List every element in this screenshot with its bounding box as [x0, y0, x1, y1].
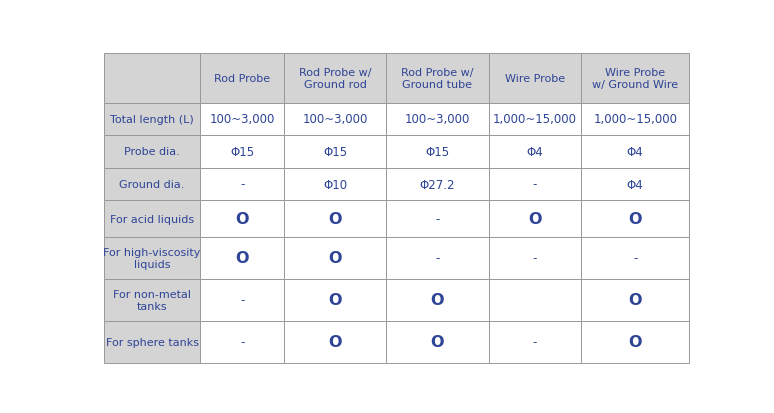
Bar [581, 136, 690, 169]
Text: 100~3,000: 100~3,000 [303, 113, 368, 126]
Text: Rod Probe w/
Ground tube: Rod Probe w/ Ground tube [401, 68, 474, 90]
Text: 1,000~15,000: 1,000~15,000 [493, 113, 577, 126]
Bar [386, 279, 488, 321]
Bar [200, 279, 284, 321]
Bar [581, 237, 690, 279]
Bar [104, 237, 200, 279]
Text: Φ10: Φ10 [324, 178, 348, 191]
Text: 100~3,000: 100~3,000 [405, 113, 470, 126]
Text: Ground dia.: Ground dia. [119, 180, 185, 190]
Bar [284, 279, 386, 321]
Bar [581, 103, 690, 136]
Bar [488, 237, 581, 279]
Bar [284, 169, 386, 201]
Bar [200, 103, 284, 136]
Bar [200, 237, 284, 279]
Text: For high-viscosity
liquids: For high-viscosity liquids [104, 247, 200, 269]
Bar [386, 237, 488, 279]
Bar [488, 169, 581, 201]
Bar [386, 55, 488, 103]
Bar [284, 136, 386, 169]
Bar [581, 201, 690, 237]
Text: -: - [533, 335, 537, 349]
Text: O: O [328, 292, 342, 308]
Text: O: O [235, 211, 249, 227]
Bar [386, 201, 488, 237]
Bar [104, 136, 200, 169]
Bar [284, 321, 386, 363]
Text: For sphere tanks: For sphere tanks [105, 337, 198, 347]
Text: -: - [435, 213, 440, 225]
Text: O: O [235, 251, 249, 266]
Bar [284, 237, 386, 279]
Bar [200, 201, 284, 237]
Bar [104, 103, 200, 136]
Bar [488, 55, 581, 103]
Text: -: - [240, 335, 245, 349]
Text: -: - [533, 252, 537, 265]
Text: -: - [533, 178, 537, 191]
Text: O: O [430, 292, 444, 308]
Bar [200, 169, 284, 201]
Bar [104, 279, 200, 321]
Bar [386, 103, 488, 136]
Bar [104, 201, 200, 237]
Text: Φ15: Φ15 [230, 145, 254, 159]
Text: O: O [628, 335, 642, 349]
Text: Probe dia.: Probe dia. [124, 147, 180, 157]
Text: Φ15: Φ15 [426, 145, 450, 159]
Text: Wire Probe
w/ Ground Wire: Wire Probe w/ Ground Wire [592, 68, 678, 90]
Bar [104, 169, 200, 201]
Text: -: - [435, 252, 440, 265]
Bar [581, 321, 690, 363]
Bar [488, 103, 581, 136]
Text: Φ4: Φ4 [627, 178, 644, 191]
Text: Total length (L): Total length (L) [110, 114, 194, 124]
Text: For non-metal
tanks: For non-metal tanks [113, 290, 191, 311]
Text: O: O [328, 335, 342, 349]
Text: Φ15: Φ15 [324, 145, 348, 159]
Bar [200, 55, 284, 103]
Text: Φ4: Φ4 [627, 145, 644, 159]
Text: O: O [628, 292, 642, 308]
Bar [200, 136, 284, 169]
Text: Wire Probe: Wire Probe [505, 74, 565, 84]
Text: -: - [633, 252, 638, 265]
Text: -: - [240, 294, 245, 306]
Text: Rod Probe w/
Ground rod: Rod Probe w/ Ground rod [299, 68, 372, 90]
Text: Φ4: Φ4 [526, 145, 543, 159]
Bar [104, 55, 200, 103]
Text: Rod Probe: Rod Probe [214, 74, 270, 84]
Bar [284, 201, 386, 237]
Bar [104, 321, 200, 363]
Bar [488, 279, 581, 321]
Text: O: O [628, 211, 642, 227]
Bar [386, 321, 488, 363]
Text: 100~3,000: 100~3,000 [210, 113, 275, 126]
Bar [284, 55, 386, 103]
Bar [581, 169, 690, 201]
Bar [581, 279, 690, 321]
Bar [488, 136, 581, 169]
Text: O: O [328, 211, 342, 227]
Text: For acid liquids: For acid liquids [110, 214, 194, 224]
Text: O: O [430, 335, 444, 349]
Bar [386, 136, 488, 169]
Bar [488, 201, 581, 237]
Bar [284, 103, 386, 136]
Text: O: O [328, 251, 342, 266]
Bar [386, 169, 488, 201]
Text: 1,000~15,000: 1,000~15,000 [593, 113, 677, 126]
Bar [200, 321, 284, 363]
Bar [581, 55, 690, 103]
Text: Φ27.2: Φ27.2 [420, 178, 455, 191]
Bar [488, 321, 581, 363]
Text: -: - [240, 178, 245, 191]
Text: O: O [528, 211, 542, 227]
